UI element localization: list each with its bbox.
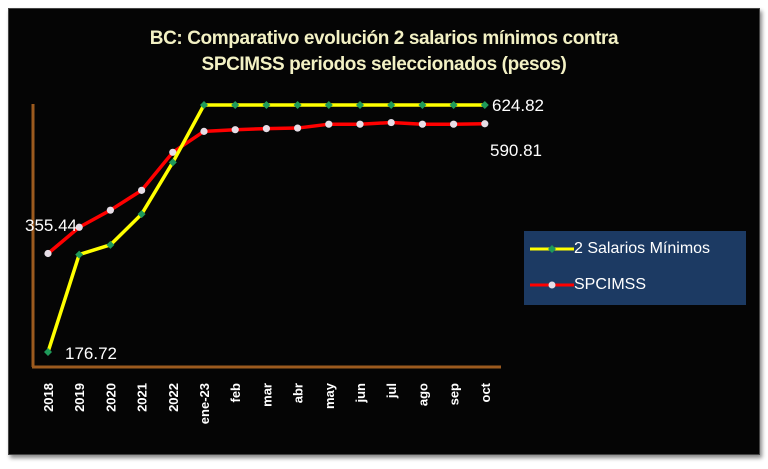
data-point (387, 101, 396, 109)
data-point (418, 120, 426, 128)
legend-item-spcimss: SPCIMSS (530, 273, 646, 297)
data-point (106, 206, 114, 214)
data-point (137, 210, 146, 219)
data-point (106, 240, 115, 249)
x-tick-label: ene-23 (197, 383, 212, 424)
legend-marker-red (530, 281, 574, 289)
data-point (387, 118, 395, 127)
series-line-salarios (46, 103, 485, 353)
data-point (44, 348, 52, 356)
data-point (480, 101, 489, 109)
data-point (325, 120, 333, 128)
data-point (418, 101, 427, 109)
legend-marker-yellow (530, 245, 574, 253)
legend-item-salarios: 2 Salarios Mínimos (530, 237, 710, 261)
series-line-spcimss (46, 120, 485, 255)
data-point (200, 127, 208, 135)
data-point (356, 101, 364, 109)
x-tick-label: 2018 (41, 383, 56, 412)
x-tick-label: 2022 (166, 383, 181, 412)
data-label: 176.72 (65, 344, 117, 363)
x-tick-label: oct (478, 382, 493, 402)
data-point (356, 120, 364, 128)
x-tick-label: 2021 (135, 383, 150, 412)
legend-label: 2 Salarios Mínimos (574, 240, 711, 257)
x-tick-label: jul (384, 383, 399, 399)
data-point (262, 101, 271, 109)
chart-title-line-2: SPCIMSS periodos seleccionados (pesos) (201, 54, 567, 75)
data-point (294, 124, 302, 132)
data-point (262, 125, 270, 133)
data-point (450, 120, 458, 128)
data-point (231, 126, 239, 134)
data-point (75, 250, 84, 259)
data-point (231, 101, 240, 109)
x-tick-label: may (322, 382, 337, 409)
data-point (169, 148, 177, 156)
x-tick-label: abr (291, 383, 306, 403)
data-label: 590.81 (490, 141, 542, 160)
data-point (168, 158, 177, 167)
data-point (293, 101, 302, 109)
x-tick-label: sep (447, 383, 462, 405)
data-point (138, 186, 146, 194)
data-label: 355.44 (25, 216, 77, 235)
data-point (449, 101, 458, 109)
legend-label: SPCIMSS (574, 276, 647, 293)
data-point (44, 249, 52, 258)
legend: 2 Salarios Mínimos SPCIMSS (524, 231, 746, 305)
x-tick-label: ago (415, 383, 430, 406)
chart-title-line-1: BC: Comparativo evolución 2 salarios mín… (149, 28, 619, 49)
x-tick-label: 2019 (72, 383, 87, 412)
data-label: 624.82 (492, 96, 544, 115)
x-tick-label: mar (259, 383, 274, 407)
data-point (200, 101, 208, 109)
x-tick-label: jun (353, 383, 368, 404)
x-tick-label: feb (228, 383, 243, 403)
data-point (324, 101, 333, 109)
data-point (481, 120, 489, 128)
x-tick-label: 2020 (103, 383, 118, 412)
data-point (75, 223, 83, 231)
